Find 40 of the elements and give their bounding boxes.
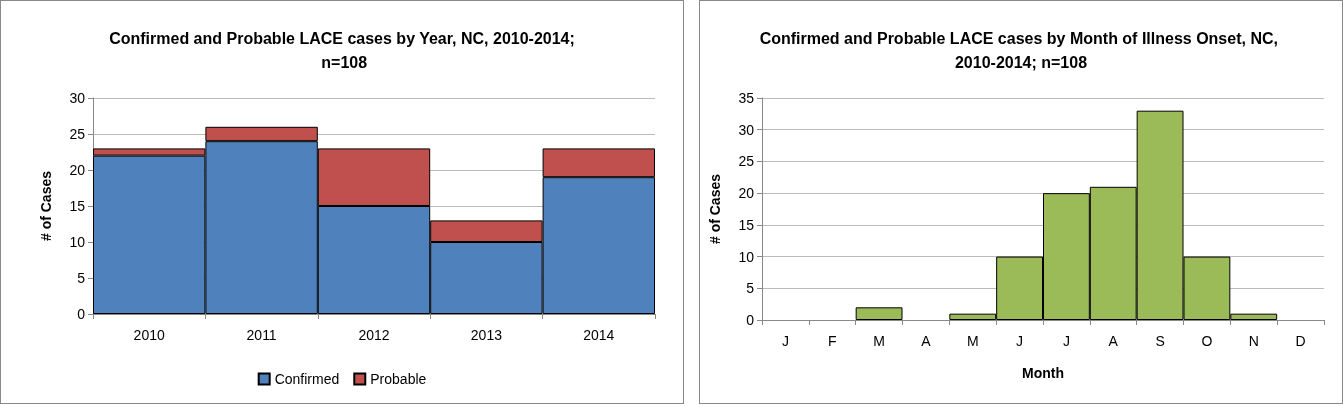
- y-tick-label: 20: [69, 162, 86, 178]
- x-tick-label: A: [921, 333, 932, 349]
- y-tick-label: 30: [69, 90, 86, 106]
- y-tick-label: 10: [69, 234, 86, 250]
- x-tick-label: J: [781, 333, 789, 349]
- x-tick-label: 2014: [583, 327, 615, 343]
- x-tick-label: 2011: [246, 327, 277, 343]
- x-tick-label: J: [1016, 333, 1024, 349]
- y-tick-label: 15: [69, 198, 86, 214]
- x-tick-label: N: [1248, 333, 1259, 349]
- y-axis-title: # of Cases: [38, 170, 54, 242]
- y-tick-label: 15: [738, 216, 755, 233]
- legend-label: Confirmed: [274, 371, 340, 387]
- bar: [855, 307, 903, 320]
- y-tick-label: 25: [738, 153, 755, 170]
- x-tick-label: F: [827, 333, 837, 349]
- y-tick-label: 35: [738, 90, 755, 106]
- y-tick-label: 30: [738, 121, 755, 138]
- x-tick-label: 2012: [358, 327, 390, 343]
- x-tick-label: J: [1062, 333, 1070, 349]
- x-axis-title: Month: [1022, 365, 1064, 381]
- y-tick-label: 5: [746, 280, 755, 297]
- y-tick-label: 5: [77, 270, 86, 286]
- x-tick-label: S: [1155, 333, 1165, 349]
- chart-title: Confirmed and Probable LACE cases by Month of Illness Onset, NC, 2010-2014; n=108: [759, 29, 1283, 71]
- y-axis-title: # of Cases: [707, 173, 723, 245]
- x-tick-label: 2013: [470, 327, 503, 343]
- legend-label: Probable: [370, 371, 427, 387]
- x-tick-label: M: [873, 333, 885, 349]
- x-tick-label: O: [1201, 333, 1213, 349]
- y-tick-label: 25: [69, 126, 86, 142]
- chart-title: Confirmed and Probable LACE cases by Year, NC, 2010-2014; n=108: [109, 29, 575, 71]
- x-tick-label: A: [1108, 333, 1119, 349]
- y-tick-label: 20: [738, 185, 755, 202]
- x-tick-label: 2010: [133, 327, 165, 343]
- y-tick-label: 10: [738, 248, 755, 265]
- y-tick-label: 0: [746, 312, 755, 328]
- x-tick-label: M: [966, 333, 979, 349]
- y-tick-label: 0: [77, 306, 86, 322]
- x-tick-label: D: [1295, 333, 1306, 349]
